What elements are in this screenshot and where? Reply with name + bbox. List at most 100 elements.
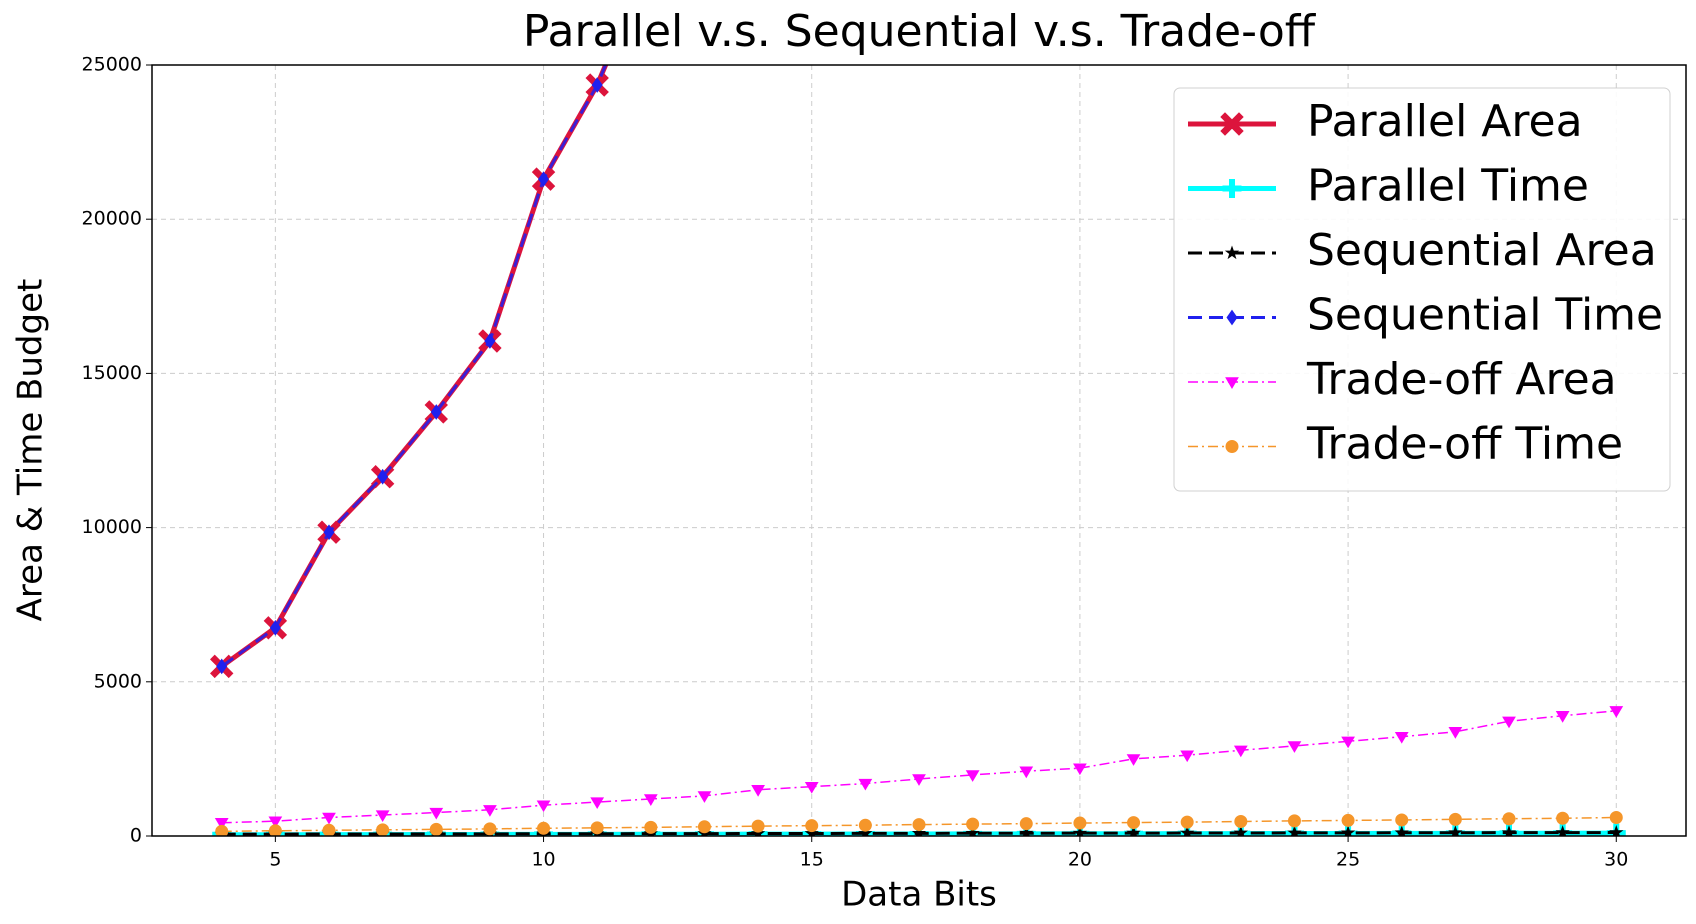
marker: [1220, 112, 1244, 136]
marker: [377, 468, 389, 485]
marker: [214, 818, 229, 830]
marker: [484, 333, 496, 349]
series-line: [220, 65, 609, 669]
marker: [483, 805, 497, 817]
marker: [1234, 815, 1248, 829]
marker: [1555, 825, 1570, 836]
marker: [269, 619, 281, 636]
marker: [323, 524, 335, 541]
marker: [965, 770, 980, 782]
legend-label: Sequential Area: [1307, 225, 1657, 276]
marker: [483, 822, 497, 836]
y-tick-label: 25000: [82, 54, 142, 76]
marker: [1127, 816, 1141, 830]
x-axis-label: Data Bits: [841, 875, 997, 915]
marker: [1448, 825, 1463, 836]
marker: [1225, 440, 1239, 453]
y-tick-label: 0: [130, 825, 142, 847]
marker: [1555, 711, 1570, 723]
marker: [1341, 813, 1355, 827]
marker: [697, 791, 712, 803]
marker: [1180, 750, 1195, 763]
marker: [1073, 763, 1087, 776]
marker: [268, 824, 282, 836]
plot-area: [210, 65, 1626, 836]
marker: [537, 821, 551, 835]
marker: [1395, 813, 1409, 827]
marker: [322, 823, 336, 836]
marker: [215, 824, 229, 836]
legend-label: Trade-off Time: [1306, 419, 1623, 470]
marker: [643, 794, 658, 806]
x-tick-label: 30: [1604, 849, 1628, 871]
marker: [590, 797, 605, 810]
marker: [804, 781, 819, 794]
marker: [912, 774, 926, 786]
marker: [751, 819, 765, 833]
marker: [1019, 766, 1034, 779]
x-tick-label: 20: [1068, 849, 1092, 871]
marker: [322, 812, 336, 825]
marker: [1394, 825, 1409, 836]
marker: [430, 404, 442, 420]
x-tick-label: 15: [800, 849, 824, 871]
series-line: [221, 710, 1617, 824]
y-tick-label: 5000: [94, 670, 142, 692]
marker: [644, 820, 658, 834]
legend-box: [1173, 87, 1671, 492]
marker: [1225, 377, 1239, 389]
y-tick-label: 10000: [82, 516, 142, 538]
marker: [1226, 309, 1238, 326]
marker: [1502, 716, 1516, 729]
marker: [805, 819, 819, 833]
marker: [1287, 814, 1301, 828]
marker: [697, 820, 711, 834]
marker: [1501, 825, 1517, 836]
marker: [966, 817, 980, 831]
marker: [590, 821, 604, 835]
marker: [1224, 245, 1240, 260]
x-tick-label: 5: [269, 849, 281, 871]
y-tick-label: 15000: [82, 362, 142, 384]
chart-title: Parallel v.s. Sequential v.s. Trade-off: [523, 6, 1317, 57]
marker: [538, 171, 550, 187]
legend-label: Parallel Area: [1307, 96, 1583, 147]
marker: [858, 818, 872, 832]
marker: [1233, 745, 1248, 758]
marker: [1073, 816, 1087, 830]
marker: [1019, 817, 1033, 831]
marker: [1126, 754, 1141, 766]
marker: [376, 823, 390, 836]
marker: [1448, 812, 1462, 826]
legend-label: Parallel Time: [1307, 161, 1589, 212]
x-tick-label: 10: [531, 849, 555, 871]
marker: [1341, 736, 1355, 749]
series-line: [221, 816, 1617, 833]
marker: [1448, 727, 1463, 739]
marker: [1609, 825, 1624, 836]
marker: [1222, 179, 1242, 198]
marker: [591, 77, 603, 93]
marker: [1556, 811, 1570, 825]
marker: [429, 822, 443, 836]
marker: [268, 816, 283, 829]
x-tick-label: 25: [1336, 849, 1360, 871]
marker: [1609, 706, 1624, 718]
marker: [858, 778, 873, 791]
y-axis-label: Area & Time Budget: [11, 279, 51, 622]
marker: [912, 818, 926, 832]
marker: [1287, 741, 1302, 753]
marker: [216, 658, 228, 675]
marker: [1180, 815, 1194, 829]
marker: [751, 785, 765, 797]
y-tick-label: 20000: [82, 208, 142, 230]
marker: [1609, 810, 1623, 824]
plot-frame: [151, 64, 1687, 837]
marker: [429, 807, 444, 820]
marker: [375, 810, 390, 823]
marker: [536, 800, 551, 813]
marker: [1394, 731, 1409, 744]
legend-label: Sequential Time: [1307, 290, 1663, 341]
marker: [1502, 812, 1516, 826]
